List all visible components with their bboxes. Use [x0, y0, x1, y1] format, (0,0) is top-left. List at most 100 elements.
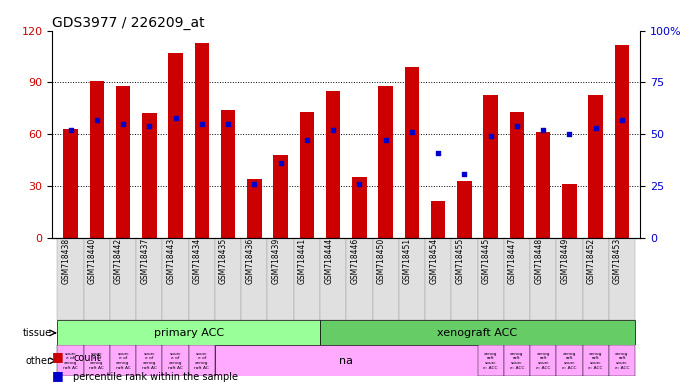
Text: xenog
raft
sourc
e: ACC: xenog raft sourc e: ACC: [536, 352, 551, 370]
Point: [65, 127, 76, 133]
Text: sourc
e of
xenog
raft AC: sourc e of xenog raft AC: [89, 352, 104, 370]
Bar: [352, 177, 367, 238]
Bar: [326, 91, 340, 238]
Text: GSM718442: GSM718442: [114, 238, 123, 284]
Bar: [63, 129, 78, 238]
Text: GSM718440: GSM718440: [88, 238, 97, 284]
Text: xenog
raft
sourc
e: ACC: xenog raft sourc e: ACC: [484, 352, 498, 370]
Bar: [195, 43, 209, 238]
Point: [459, 170, 470, 177]
Bar: [504, 345, 530, 376]
Bar: [530, 345, 556, 376]
Text: count: count: [73, 353, 101, 363]
Text: GSM718435: GSM718435: [219, 238, 228, 284]
Bar: [404, 67, 419, 238]
Text: GSM718434: GSM718434: [193, 238, 202, 284]
Text: GSM718445: GSM718445: [482, 238, 491, 284]
Text: GSM718443: GSM718443: [166, 238, 175, 284]
Point: [275, 160, 286, 166]
Bar: [530, 238, 556, 320]
Text: GSM718452: GSM718452: [587, 238, 596, 284]
Bar: [162, 345, 189, 376]
Bar: [58, 345, 84, 376]
Point: [144, 123, 155, 129]
Bar: [609, 238, 635, 320]
Text: GDS3977 / 226209_at: GDS3977 / 226209_at: [52, 16, 205, 30]
Bar: [457, 181, 472, 238]
Bar: [477, 345, 504, 376]
Text: GSM718444: GSM718444: [324, 238, 333, 284]
Point: [433, 150, 444, 156]
Bar: [504, 238, 530, 320]
Bar: [300, 112, 314, 238]
Bar: [320, 238, 347, 320]
Bar: [58, 320, 320, 345]
Bar: [136, 238, 162, 320]
Bar: [142, 114, 157, 238]
Bar: [509, 112, 524, 238]
Point: [354, 181, 365, 187]
Point: [380, 137, 391, 144]
Bar: [84, 238, 110, 320]
Point: [406, 129, 418, 135]
Point: [617, 117, 628, 123]
Bar: [247, 179, 262, 238]
Bar: [583, 238, 609, 320]
Bar: [162, 238, 189, 320]
Bar: [425, 238, 451, 320]
Bar: [90, 81, 104, 238]
Bar: [320, 320, 635, 345]
Bar: [372, 238, 399, 320]
Bar: [189, 238, 215, 320]
Bar: [189, 345, 215, 376]
Bar: [451, 238, 477, 320]
Bar: [536, 132, 551, 238]
Bar: [588, 94, 603, 238]
Text: GSM718439: GSM718439: [271, 238, 280, 284]
Bar: [242, 238, 267, 320]
Bar: [615, 45, 629, 238]
Bar: [399, 238, 425, 320]
Text: sourc
e of
xenog
raft AC: sourc e of xenog raft AC: [168, 352, 183, 370]
Text: GSM718451: GSM718451: [403, 238, 412, 284]
Bar: [221, 110, 235, 238]
Text: GSM718437: GSM718437: [141, 238, 150, 284]
Text: sourc
e of
xenog
raft AC: sourc e of xenog raft AC: [194, 352, 209, 370]
Bar: [556, 345, 583, 376]
Bar: [274, 155, 288, 238]
Bar: [562, 184, 577, 238]
Text: GSM718438: GSM718438: [61, 238, 70, 284]
Point: [170, 114, 181, 121]
Text: GSM718448: GSM718448: [534, 238, 543, 284]
Bar: [215, 345, 477, 376]
Point: [485, 133, 496, 139]
Bar: [477, 238, 504, 320]
Bar: [136, 345, 162, 376]
Bar: [168, 53, 183, 238]
Text: GSM718449: GSM718449: [560, 238, 569, 284]
Text: xenog
raft
sourc
e: ACC: xenog raft sourc e: ACC: [562, 352, 577, 370]
Point: [537, 127, 548, 133]
Bar: [347, 238, 372, 320]
Bar: [583, 345, 609, 376]
Point: [91, 117, 102, 123]
Text: percentile rank within the sample: percentile rank within the sample: [73, 372, 238, 382]
Bar: [294, 238, 320, 320]
Text: GSM718455: GSM718455: [455, 238, 464, 284]
Text: other: other: [26, 356, 52, 366]
Bar: [58, 238, 84, 320]
Point: [590, 125, 601, 131]
Text: GSM718453: GSM718453: [613, 238, 622, 284]
Text: GSM718441: GSM718441: [298, 238, 307, 284]
Bar: [556, 238, 583, 320]
Text: sourc
e of
xenog
raft AC: sourc e of xenog raft AC: [116, 352, 131, 370]
Text: na: na: [339, 356, 354, 366]
Text: GSM718450: GSM718450: [377, 238, 386, 284]
Bar: [379, 86, 393, 238]
Text: sourc
e of
xenog
raft AC: sourc e of xenog raft AC: [63, 352, 78, 370]
Text: xenog
raft
sourc
e: ACC: xenog raft sourc e: ACC: [509, 352, 524, 370]
Text: sourc
e of
xenog
raft AC: sourc e of xenog raft AC: [142, 352, 157, 370]
Bar: [215, 238, 242, 320]
Bar: [84, 345, 110, 376]
Text: GSM718436: GSM718436: [246, 238, 254, 284]
